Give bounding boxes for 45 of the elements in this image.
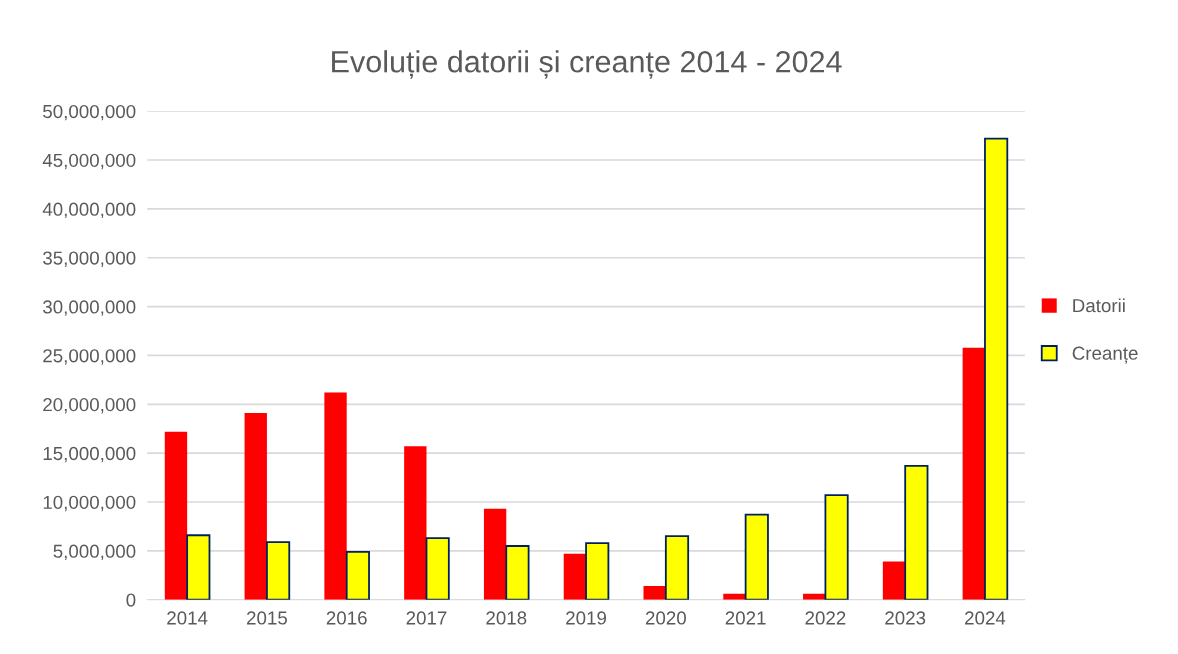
y-tick-label: 0	[126, 593, 136, 607]
bar	[244, 413, 267, 600]
x-tick-label: 2022	[805, 611, 846, 625]
x-tick-label: 2019	[566, 611, 607, 625]
x-tick-label: 2018	[486, 611, 527, 625]
x-tick-label: 2023	[885, 611, 926, 625]
y-tick-label: 10,000,000	[43, 495, 136, 512]
bar	[266, 541, 291, 600]
bar	[984, 137, 1009, 600]
x-tick-label: 2015	[247, 611, 287, 625]
bar	[404, 446, 427, 600]
y-tick-label: 15,000,000	[43, 446, 136, 463]
x-tick-label: 2014	[167, 611, 208, 625]
bar	[186, 534, 211, 600]
x-tick-label: 2016	[326, 611, 367, 625]
legend-label: Creanțe	[1072, 346, 1138, 364]
chart-title: Evoluție datorii și creanțe 2014 - 2024	[332, 50, 842, 79]
bar	[643, 586, 666, 600]
bar	[824, 494, 849, 600]
bar	[585, 542, 610, 600]
bar	[164, 431, 188, 600]
bar	[425, 537, 450, 600]
y-tick-label: 35,000,000	[43, 251, 136, 267]
y-tick-label: 50,000,000	[43, 104, 136, 121]
y-tick-label: 40,000,000	[42, 202, 136, 219]
bar	[882, 561, 906, 600]
bar	[345, 550, 370, 600]
y-tick-label: 45,000,000	[42, 153, 136, 170]
bar	[324, 392, 347, 600]
bar	[664, 535, 690, 600]
x-tick-label: 2020	[645, 611, 686, 625]
y-tick-label: 25,000,000	[43, 349, 136, 365]
y-tick-label: 30,000,000	[43, 300, 136, 316]
bar	[744, 513, 769, 600]
bar	[962, 347, 985, 600]
bar	[904, 464, 929, 600]
bar	[563, 553, 587, 600]
y-tick-label: 20,000,000	[43, 398, 136, 414]
x-tick-label: 2024	[965, 611, 1006, 625]
y-tick-label: 5,000,000	[53, 544, 136, 561]
legend-label: Datorii	[1073, 298, 1125, 313]
x-tick-label: 2021	[725, 611, 766, 625]
bar	[483, 508, 507, 600]
bar	[505, 545, 530, 600]
x-tick-label: 2017	[406, 611, 447, 625]
